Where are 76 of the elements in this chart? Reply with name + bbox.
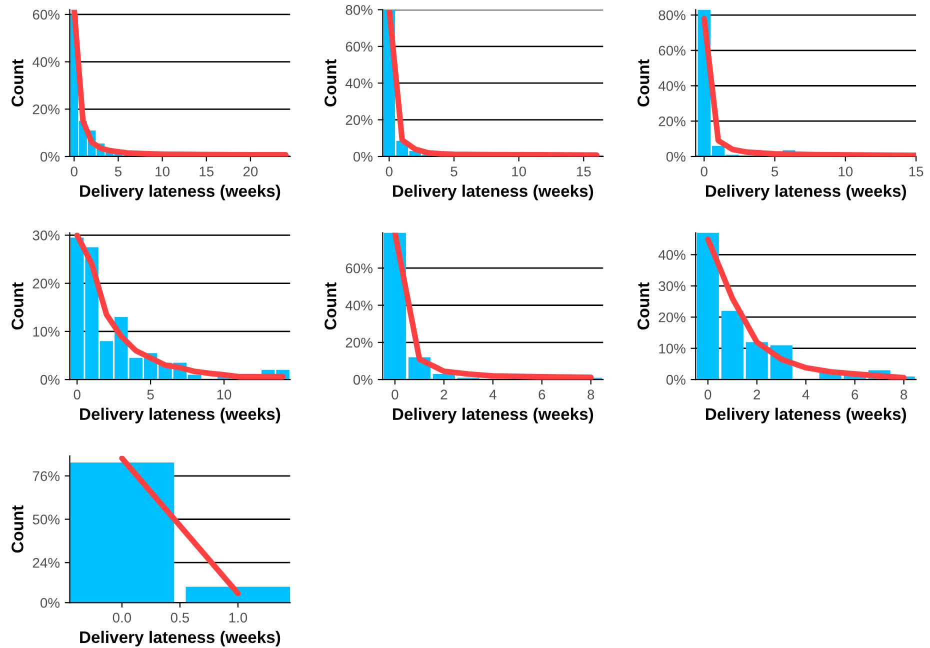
x-tick-label: 5 bbox=[771, 166, 778, 176]
y-axis-title: Count bbox=[637, 282, 650, 330]
x-tick-label: 6 bbox=[538, 390, 546, 400]
y-tick-label: 0% bbox=[666, 374, 686, 385]
x-tick-label: 0.5 bbox=[170, 612, 190, 623]
bar bbox=[721, 310, 744, 380]
y-axis-title: Count bbox=[12, 505, 24, 553]
y-tick-label: 60% bbox=[346, 42, 372, 52]
y-tick-label: 40% bbox=[346, 300, 372, 310]
x-tick-label: 10 bbox=[156, 166, 170, 176]
y-tick-label: 20% bbox=[658, 312, 686, 322]
y-tick-label: 30% bbox=[658, 281, 686, 292]
x-tick-label: 0 bbox=[700, 166, 708, 176]
y-tick-label: 30% bbox=[32, 230, 60, 240]
y-tick-label: 60% bbox=[658, 46, 686, 56]
y-tick-label: 20% bbox=[346, 115, 372, 125]
x-tick-label: 15 bbox=[909, 166, 924, 176]
x-tick-label: 1.0 bbox=[229, 612, 248, 623]
x-tick-label: 2 bbox=[440, 390, 448, 400]
y-tick-label: 80% bbox=[346, 5, 372, 15]
x-axis-title: Delivery lateness (weeks) bbox=[393, 184, 594, 200]
y-tick-label: 40% bbox=[658, 250, 686, 260]
y-tick-label: 24% bbox=[32, 558, 60, 568]
x-tick-label: 15 bbox=[200, 166, 214, 176]
x-tick-label: 5 bbox=[450, 166, 458, 176]
y-tick-label: 20% bbox=[32, 104, 60, 114]
x-tick-label: 2 bbox=[754, 390, 760, 400]
y-tick-label: 10% bbox=[659, 344, 686, 354]
y-tick-label: 40% bbox=[346, 78, 372, 88]
x-tick-label: 8 bbox=[900, 390, 908, 400]
x-tick-label: 20 bbox=[243, 166, 258, 176]
x-axis-title: Delivery lateness (weeks) bbox=[80, 408, 280, 424]
y-tick-label: 20% bbox=[658, 116, 686, 126]
y-axis-title: Count bbox=[324, 282, 336, 330]
y-axis-title: Count bbox=[324, 59, 336, 106]
x-tick-label: 10 bbox=[512, 166, 526, 176]
x-tick-label: 0 bbox=[704, 390, 712, 400]
bar bbox=[746, 342, 768, 380]
y-tick-label: 0% bbox=[353, 374, 372, 385]
y-tick-label: 0% bbox=[353, 152, 372, 162]
x-tick-label: 0 bbox=[70, 166, 78, 176]
y-tick-label: 80% bbox=[658, 10, 686, 20]
x-tick-label: 0 bbox=[74, 390, 80, 400]
x-tick-label: 0 bbox=[392, 390, 398, 400]
x-tick-label: 10 bbox=[217, 390, 232, 400]
y-axis-title: Count bbox=[12, 282, 24, 330]
y-tick-label: 40% bbox=[658, 81, 686, 91]
y-tick-label: 40% bbox=[32, 57, 60, 67]
x-tick-label: 4 bbox=[802, 390, 810, 400]
y-tick-label: 50% bbox=[32, 514, 60, 524]
x-tick-label: 6 bbox=[852, 390, 858, 400]
x-axis-title: Delivery lateness (weeks) bbox=[80, 630, 280, 646]
y-tick-label: 76% bbox=[32, 471, 60, 482]
y-tick-label: 0% bbox=[40, 152, 60, 162]
x-axis-title: Delivery lateness (weeks) bbox=[706, 408, 906, 424]
x-tick-label: 8 bbox=[588, 390, 594, 400]
x-tick-label: 0.0 bbox=[112, 612, 132, 623]
x-tick-label: 15 bbox=[576, 166, 591, 176]
x-axis-title: Delivery lateness (weeks) bbox=[393, 408, 594, 424]
y-tick-label: 20% bbox=[346, 338, 372, 348]
x-tick-label: 5 bbox=[147, 390, 154, 400]
y-tick-label: 10% bbox=[33, 326, 60, 337]
y-tick-label: 20% bbox=[32, 278, 60, 288]
x-tick-label: 5 bbox=[114, 166, 122, 176]
x-tick-label: 0 bbox=[386, 166, 393, 176]
x-tick-label: 4 bbox=[489, 390, 496, 400]
y-tick-label: 0% bbox=[666, 152, 686, 162]
x-axis-title: Delivery lateness (weeks) bbox=[706, 184, 906, 200]
x-tick-label: 10 bbox=[838, 166, 853, 176]
y-tick-label: 0% bbox=[40, 374, 60, 385]
y-tick-label: 0% bbox=[40, 598, 60, 608]
y-tick-label: 60% bbox=[32, 10, 60, 20]
y-axis-title: Count bbox=[637, 59, 650, 106]
y-axis-title: Count bbox=[12, 59, 24, 106]
x-axis-title: Delivery lateness (weeks) bbox=[80, 184, 280, 200]
y-tick-label: 60% bbox=[346, 263, 372, 274]
